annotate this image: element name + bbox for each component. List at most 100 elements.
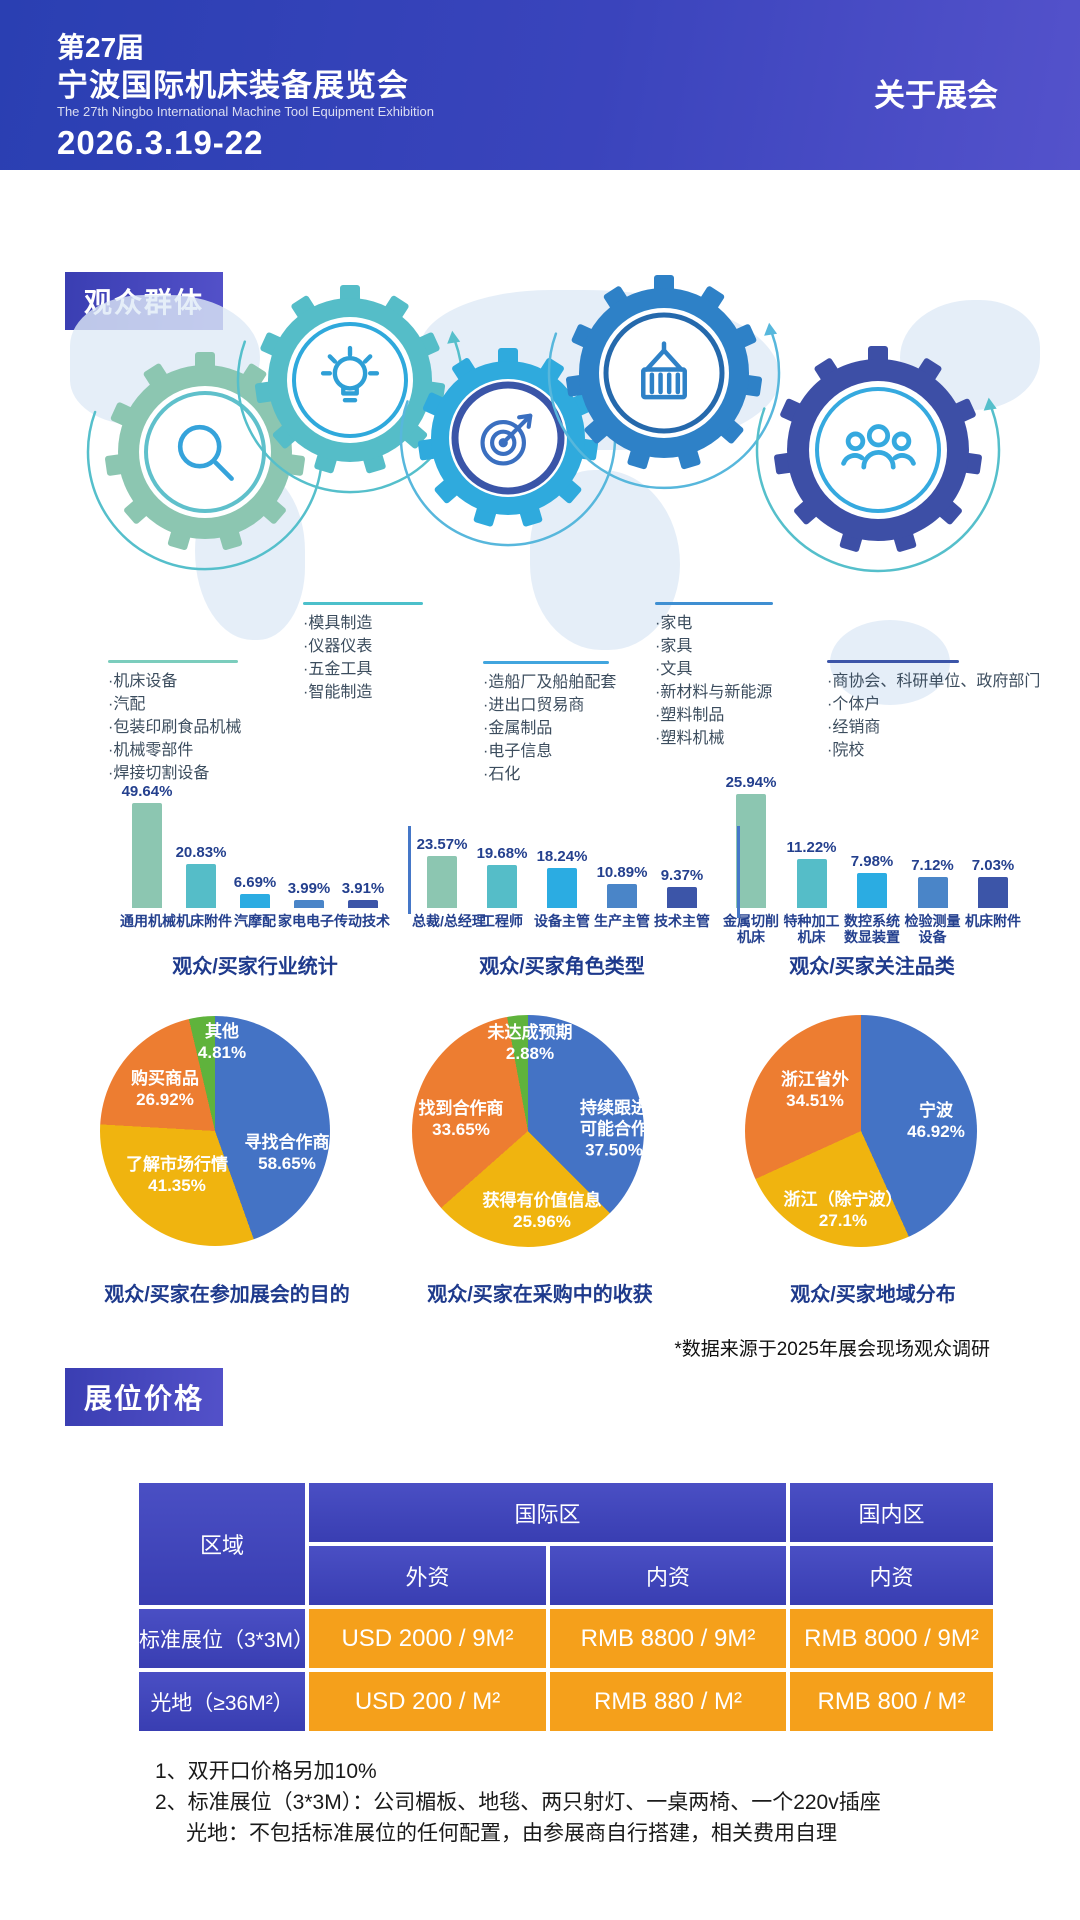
pie-slice-label: 宁波 46.92% xyxy=(907,1101,965,1141)
bar-value-label: 7.12% xyxy=(911,857,954,874)
gear-shape xyxy=(86,352,324,571)
list-item: ·经销商 xyxy=(827,719,881,736)
page-title-line2: 宁波国际机床装备展览会 xyxy=(57,68,409,103)
lightbulb-icon xyxy=(313,343,387,417)
bar: 6.69% xyxy=(228,874,282,908)
bar-value-label: 49.64% xyxy=(121,783,173,800)
bar-chart-2: 23.57% 19.68% 18.24% 10.89% 9.37% 总裁/总经理 工程师 设备… xyxy=(412,760,712,990)
bar: 7.98% xyxy=(843,853,901,908)
dartboard-icon xyxy=(473,403,543,473)
bar-rect xyxy=(132,803,162,908)
list-divider-line xyxy=(483,661,609,664)
bar-rect xyxy=(857,873,887,908)
list-item: ·石化 xyxy=(483,766,521,783)
pie-slice-label: 其他 4.81% xyxy=(197,1022,247,1062)
list-item: ·家电 xyxy=(655,615,693,632)
pie-slice-label: 浙江省外 34.51% xyxy=(781,1070,849,1110)
bar: 3.91% xyxy=(336,880,390,908)
gear-4 xyxy=(532,241,796,505)
chart-divider xyxy=(737,826,740,918)
data-source-note: *数据来源于2025年展会现场观众调研 xyxy=(674,1339,990,1360)
bar: 49.64% xyxy=(120,783,174,908)
list-item: ·金属制品 xyxy=(483,720,553,737)
bar: 18.24% xyxy=(532,848,592,908)
list-divider-line xyxy=(827,660,959,663)
list-divider-line xyxy=(108,660,238,663)
price-rawspace-domestic: RMB 800 / M² xyxy=(790,1672,993,1731)
bar: 3.99% xyxy=(282,880,336,908)
pie-chart-title: 观众/买家地域分布 xyxy=(790,1284,956,1306)
bar: 25.94% xyxy=(722,774,780,908)
bar: 10.89% xyxy=(592,864,652,908)
list-item: ·焊接切割设备 xyxy=(108,765,210,782)
bar-category-label: 检验测量 设备 xyxy=(904,913,961,945)
bar-category-label: 数控系统 数显装置 xyxy=(844,913,900,945)
industry-list-5: ·商协会、科研单位、政府部门 ·个体户 ·经销商 ·院校 xyxy=(827,660,1040,762)
bar-value-label: 11.22% xyxy=(786,839,837,856)
bar-value-label: 18.24% xyxy=(536,848,588,865)
list-item: ·包装印刷食品机械 xyxy=(108,719,242,736)
gear-shape xyxy=(399,348,617,547)
list-item: ·五金工具 xyxy=(303,661,373,678)
bar-rect xyxy=(427,856,457,908)
bar-category-label: 机床附件 xyxy=(176,913,232,929)
gear-3 xyxy=(384,314,632,562)
bar-chart-3: 25.94% 11.22% 7.98% 7.12% 7.03% 金属切削 机床 特种加工 机床数… xyxy=(722,760,1022,990)
bar: 11.22% xyxy=(783,839,841,908)
bar-value-label: 10.89% xyxy=(596,864,648,881)
table-subheader-domestic-capital: 内资 xyxy=(550,1546,786,1605)
industry-list-4: ·家电 ·家具 ·文具 ·新材料与新能源 ·塑料制品 ·塑料机械 xyxy=(655,602,773,750)
map-blob xyxy=(530,470,680,650)
pricing-note-3: 光地：不包括标准展位的任何配置，由参展商自行搭建，相关费用自理 xyxy=(186,1822,837,1845)
bar: 7.12% xyxy=(904,857,962,908)
bar-category-label: 技术主管 xyxy=(654,913,710,929)
pie-slice-label: 寻找合作商 58.65% xyxy=(244,1133,330,1173)
bar-category-label: 生产主管 xyxy=(594,913,650,929)
pie-chart-3: 宁波 46.92% 浙江（除宁波） 27.1% 浙江省外 34.51% xyxy=(745,1015,977,1247)
bar-rect xyxy=(667,887,697,908)
table-header-domestic: 国内区 xyxy=(790,1483,993,1542)
price-standard-intl-foreign: USD 2000 / 9M² xyxy=(309,1609,546,1668)
table-header-international: 国际区 xyxy=(309,1483,786,1542)
bar-value-label: 25.94% xyxy=(725,774,777,791)
bar-rect xyxy=(487,865,517,908)
magnifier-icon xyxy=(166,413,244,491)
people-group-icon xyxy=(838,410,919,491)
price-rawspace-intl-foreign: USD 200 / M² xyxy=(309,1672,546,1731)
bar-rect xyxy=(978,877,1008,908)
list-item: ·文具 xyxy=(655,661,693,678)
booth-price-table: 区域 国际区 国内区 外资 内资 内资 标准展位（3*3M） USD 2000 … xyxy=(139,1483,993,1731)
gear-2 xyxy=(221,251,479,509)
bar-category-label: 金属切削 机床 xyxy=(723,913,779,945)
bar-rect xyxy=(294,900,324,908)
table-subheader-domestic-capital: 内资 xyxy=(790,1546,993,1605)
pie-slice-label: 浙江（除宁波） 27.1% xyxy=(783,1190,903,1230)
bar-rect xyxy=(607,884,637,908)
page-title-line1: 第27届 xyxy=(57,32,145,63)
bar-value-label: 6.69% xyxy=(233,874,277,891)
list-item: ·智能制造 xyxy=(303,684,373,701)
nav-about-exhibition[interactable]: 关于展会 xyxy=(874,78,998,113)
table-header-region: 区域 xyxy=(139,1483,305,1605)
industry-list-1: ·机床设备 ·汽配 ·包装印刷食品机械 ·机械零部件 ·焊接切割设备 xyxy=(108,660,241,785)
pie-chart-1: 寻找合作商 58.65% 了解市场行情 41.35% 购买商品 26.92% 其他 4.81% xyxy=(100,1016,330,1246)
bar: 7.03% xyxy=(964,857,1022,908)
bar-chart-title: 观众/买家行业统计 xyxy=(172,956,338,978)
industry-list-2: ·模具制造 ·仪器仪表 ·五金工具 ·智能制造 xyxy=(303,602,423,704)
bar: 23.57% xyxy=(412,836,472,908)
pie-chart-2: 持续跟进 可能合作 37.50% 获得有价值信息 25.96% 找到合作商 33.65% 未达… xyxy=(412,1015,648,1247)
industry-list-3: ·造船厂及船舶配套 ·进出口贸易商 ·金属制品 ·电子信息 ·石化 xyxy=(483,661,616,786)
list-item: ·塑料机械 xyxy=(655,730,725,747)
price-standard-intl-domestic: RMB 8800 / 9M² xyxy=(550,1609,786,1668)
list-item: ·商协会、科研单位、政府部门 xyxy=(827,673,1041,690)
gear-shape xyxy=(236,285,464,494)
pie-slice-label: 获得有价值信息 25.96% xyxy=(482,1191,602,1231)
chart-divider xyxy=(408,826,411,914)
pie-slice-label: 找到合作商 33.65% xyxy=(418,1099,504,1139)
list-item: ·模具制造 xyxy=(303,615,373,632)
pie-chart-title: 观众/买家在采购中的收获 xyxy=(427,1284,653,1306)
list-item: ·塑料制品 xyxy=(655,707,725,724)
bar-rect xyxy=(348,900,378,908)
bar-category-label: 机床附件 xyxy=(965,913,1021,929)
